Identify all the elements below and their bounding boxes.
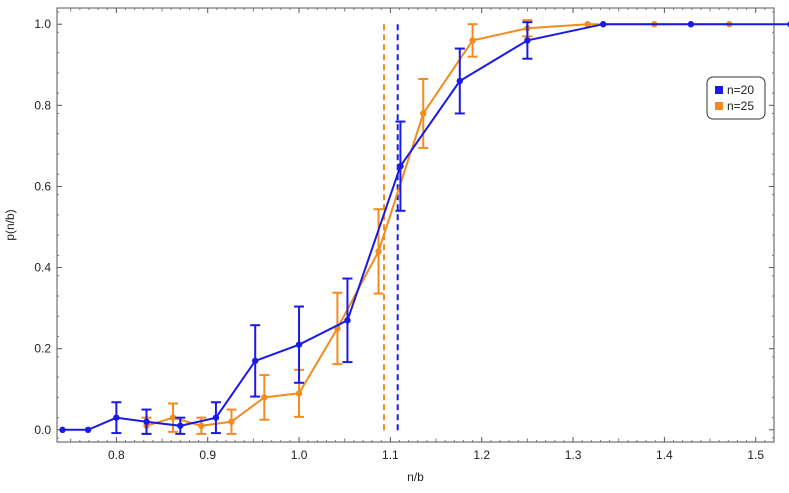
data-point xyxy=(375,248,381,254)
x-tick-label: 1.3 xyxy=(565,448,582,462)
legend-label: n=25 xyxy=(727,99,754,113)
y-tick-label: 1.0 xyxy=(34,17,51,31)
series-line xyxy=(63,24,789,430)
y-tick-label: 0.6 xyxy=(34,179,51,193)
data-point xyxy=(252,358,258,364)
plot-area-border xyxy=(57,8,774,442)
x-tick-label: 1.1 xyxy=(382,448,399,462)
data-point xyxy=(397,163,403,169)
axis-ticks: 0.8 0.9 1.0 1.1 1.2 1.3 1.4 1.5 0.0 0.2 0.4 0.6 0.8 1… xyxy=(34,8,774,462)
data-point xyxy=(177,423,183,429)
x-tick-label: 1.5 xyxy=(747,448,764,462)
data-point xyxy=(688,21,694,27)
y-tick-label: 0.0 xyxy=(34,423,51,437)
y-tick-label: 0.8 xyxy=(34,98,51,112)
x-tick-label: 1.0 xyxy=(291,448,308,462)
data-point xyxy=(143,419,149,425)
x-tick-label: 1.4 xyxy=(656,448,673,462)
legend-swatch xyxy=(715,102,723,110)
series-layer xyxy=(59,20,789,434)
y-tick-label: 0.4 xyxy=(34,261,51,275)
data-point xyxy=(261,394,267,400)
x-axis-label: n/b xyxy=(407,470,424,484)
series-n=25 xyxy=(142,20,733,434)
data-point xyxy=(113,414,119,420)
series-line xyxy=(147,24,730,426)
data-point xyxy=(296,341,302,347)
data-point xyxy=(228,419,234,425)
data-point xyxy=(59,427,65,433)
data-point xyxy=(296,390,302,396)
data-point xyxy=(170,414,176,420)
data-point xyxy=(420,110,426,116)
plot-frame xyxy=(57,8,774,442)
legend-swatch xyxy=(715,86,723,94)
x-tick-label: 0.8 xyxy=(108,448,125,462)
data-point xyxy=(198,423,204,429)
data-point xyxy=(524,37,530,43)
x-tick-label: 0.9 xyxy=(199,448,216,462)
data-point xyxy=(344,317,350,323)
data-point xyxy=(600,21,606,27)
x-tick-label: 1.2 xyxy=(473,448,490,462)
y-axis-label: p(n/b) xyxy=(3,209,17,240)
y-tick-label: 0.2 xyxy=(34,342,51,356)
legend-label: n=20 xyxy=(727,83,754,97)
data-point xyxy=(469,37,475,43)
data-point xyxy=(213,414,219,420)
data-point xyxy=(85,427,91,433)
legend: n=20 n=25 xyxy=(707,77,765,119)
data-point xyxy=(457,78,463,84)
